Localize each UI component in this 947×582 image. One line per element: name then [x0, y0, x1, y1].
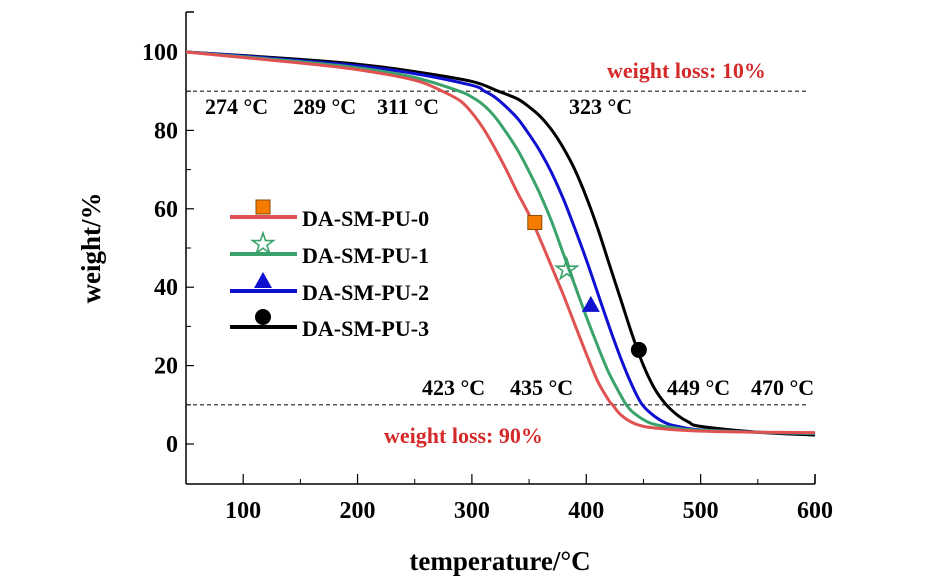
legend-marker-3: [255, 309, 271, 325]
legend-marker-2: [254, 272, 272, 288]
t10-label-2: 311 °C: [377, 94, 439, 119]
y-tick-label: 0: [166, 432, 178, 458]
legend-label-3: DA-SM-PU-3: [302, 316, 429, 341]
x-tick-label: 600: [797, 498, 833, 524]
series-line-da-sm-pu-1: [185, 50, 816, 435]
legend-marker-1: [250, 230, 276, 255]
legend: DA-SM-PU-0 DA-SM-PU-1 DA-SM-PU-2 DA-SM-P…: [230, 199, 429, 341]
x-tick-label: 100: [225, 498, 261, 524]
loss90-label: weight loss: 90%: [384, 423, 543, 448]
y-tick-label: 100: [142, 40, 178, 66]
x-tick-label: 300: [454, 498, 490, 524]
marker-group: [527, 215, 647, 358]
y-axis-title: weight/%: [76, 193, 106, 304]
series-marker-da-sm-pu-0: [527, 215, 543, 231]
x-tick-label: 200: [340, 498, 376, 524]
t90-label-2: 449 °C: [667, 375, 730, 400]
y-tick-label: 20: [154, 354, 178, 380]
tick-labels: 100 200 300 400 500 600 0 20 40 60 80 100: [142, 40, 833, 524]
y-tick-label: 60: [154, 197, 178, 223]
t10-label-3: 323 °C: [569, 94, 632, 119]
series-line-da-sm-pu-0: [185, 50, 816, 435]
t90-label-3: 470 °C: [751, 375, 814, 400]
series-group: [185, 50, 816, 437]
legend-label-0: DA-SM-PU-0: [302, 206, 429, 231]
t90-label-0: 423 °C: [422, 375, 485, 400]
x-tick-label: 400: [568, 498, 604, 524]
y-tick-label: 40: [154, 275, 178, 301]
t90-label-1: 435 °C: [510, 375, 573, 400]
loss10-label: weight loss: 10%: [607, 58, 766, 83]
t10-label-0: 274 °C: [205, 94, 268, 119]
legend-marker-0: [255, 199, 271, 215]
series-marker-da-sm-pu-2: [581, 295, 600, 312]
legend-label-1: DA-SM-PU-1: [302, 243, 429, 268]
series-line-da-sm-pu-2: [185, 50, 816, 436]
t10-label-1: 289 °C: [293, 94, 356, 119]
series-marker-da-sm-pu-3: [630, 341, 647, 358]
series-marker-da-sm-pu-1: [553, 255, 580, 281]
legend-label-2: DA-SM-PU-2: [302, 280, 429, 305]
x-tick-label: 500: [683, 498, 719, 524]
reference-lines: [186, 90, 807, 406]
y-tick-label: 80: [154, 118, 178, 144]
series-line-da-sm-pu-3: [185, 50, 816, 437]
x-axis-title: temperature/°C: [409, 546, 590, 576]
